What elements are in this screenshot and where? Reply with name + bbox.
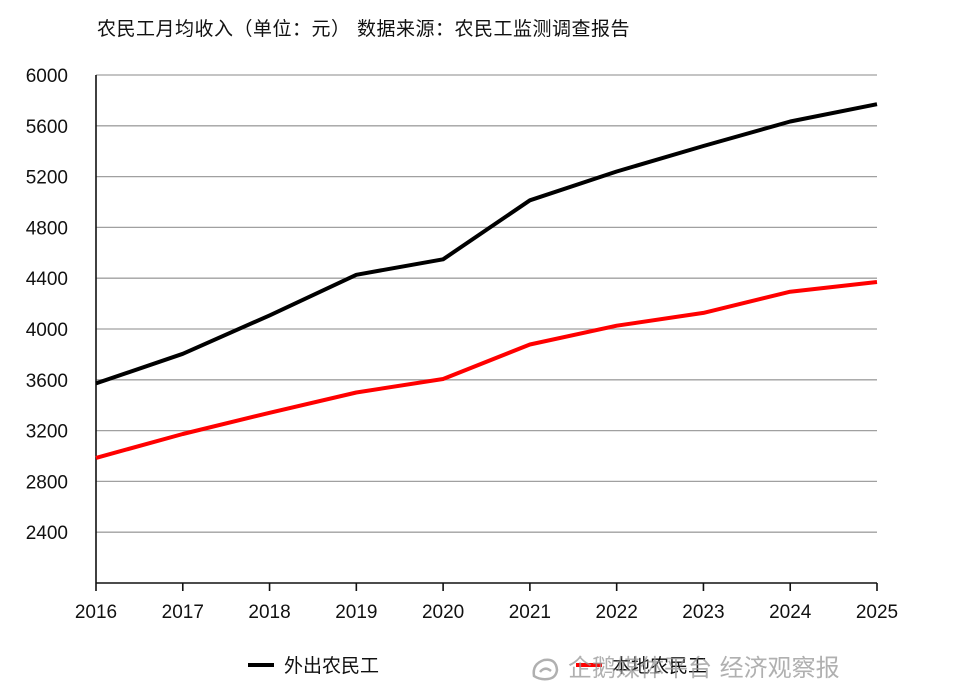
legend-label: 外出农民工 — [284, 655, 379, 677]
y-tick-label: 3600 — [26, 371, 68, 392]
y-tick-label: 2400 — [26, 523, 68, 544]
x-tick-labels: 2016 2017 2018 2019 2020 2021 2022 2023 2024 2025 — [75, 602, 898, 623]
x-tick-label: 2016 — [75, 602, 117, 623]
y-tick-label: 2800 — [26, 472, 68, 493]
watermark-text: 企鹅媒体平台 经济观察报 — [568, 654, 840, 682]
gridlines — [96, 74, 877, 533]
y-tick-label: 5600 — [26, 117, 68, 138]
y-tick-label: 6000 — [26, 66, 68, 87]
x-tick-label: 2025 — [856, 602, 898, 623]
y-tick-label: 5200 — [26, 168, 68, 189]
x-tick-label: 2024 — [769, 602, 812, 623]
y-tick-label: 4400 — [26, 269, 68, 290]
series-line-1 — [95, 102, 878, 386]
x-tick-label: 2021 — [509, 602, 551, 623]
penguin-logo-icon — [530, 656, 560, 682]
y-tick-label: 4800 — [26, 218, 68, 239]
y-tick-label: 4000 — [26, 320, 68, 341]
series-line-2 — [95, 280, 878, 460]
y-tick-labels: 2400 2800 3200 3600 4000 4400 4800 5200 5600 6000 — [26, 66, 68, 544]
watermark: 企鹅媒体平台 经济观察报 — [530, 648, 840, 683]
x-tick-label: 2018 — [248, 602, 290, 623]
x-tick-label: 2017 — [162, 602, 204, 623]
y-tick-label: 3200 — [26, 422, 68, 443]
x-tick-label: 2019 — [335, 602, 377, 623]
legend-label: 本地农民工 — [612, 655, 707, 677]
x-tick-label: 2020 — [422, 602, 464, 623]
series-lines — [95, 102, 878, 460]
axes — [95, 75, 878, 591]
x-tick-label: 2023 — [682, 602, 724, 623]
legend: 外出农民工 本地农民工 — [248, 655, 707, 677]
chart-title: 农民工月均收入（单位：元） 数据来源：农民工监测调查报告 — [97, 18, 631, 40]
x-tick-label: 2022 — [596, 602, 638, 623]
